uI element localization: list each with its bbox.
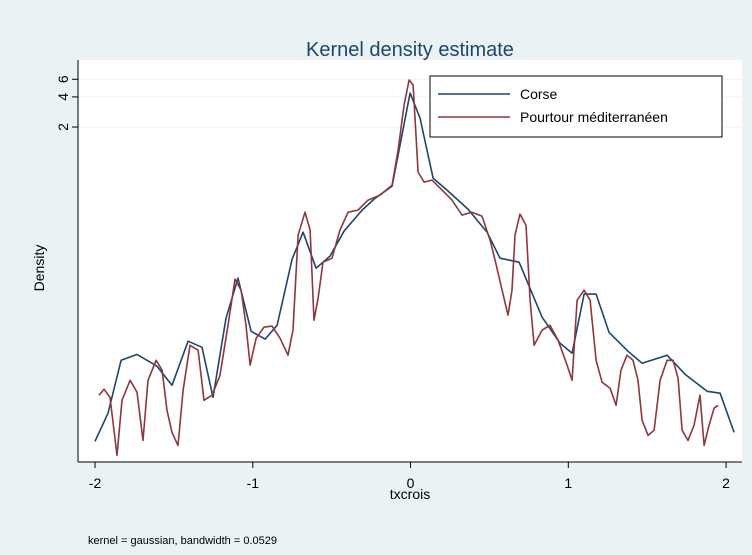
- x-tick-label: 0: [407, 475, 415, 491]
- y-tick-label: 2: [55, 123, 71, 131]
- legend-box: [429, 75, 723, 138]
- note: kernel = gaussian, bandwidth = 0.0529: [88, 535, 277, 547]
- x-tick-label: -2: [89, 475, 102, 491]
- series-line: [98, 79, 719, 457]
- y-axis-label: Density: [31, 245, 47, 292]
- y-tick-label: 4: [55, 93, 71, 101]
- x-tick-label: 2: [722, 475, 730, 491]
- chart-title: Kernel density estimate: [306, 39, 514, 61]
- legend-label: Corse: [520, 86, 558, 102]
- x-axis-label: txcrois: [390, 486, 430, 502]
- x-tick-label: -1: [247, 475, 260, 491]
- legend-label: Pourtour méditerranéen: [520, 109, 668, 125]
- x-tick-label: 1: [564, 475, 572, 491]
- y-tick-label: 6: [55, 75, 71, 83]
